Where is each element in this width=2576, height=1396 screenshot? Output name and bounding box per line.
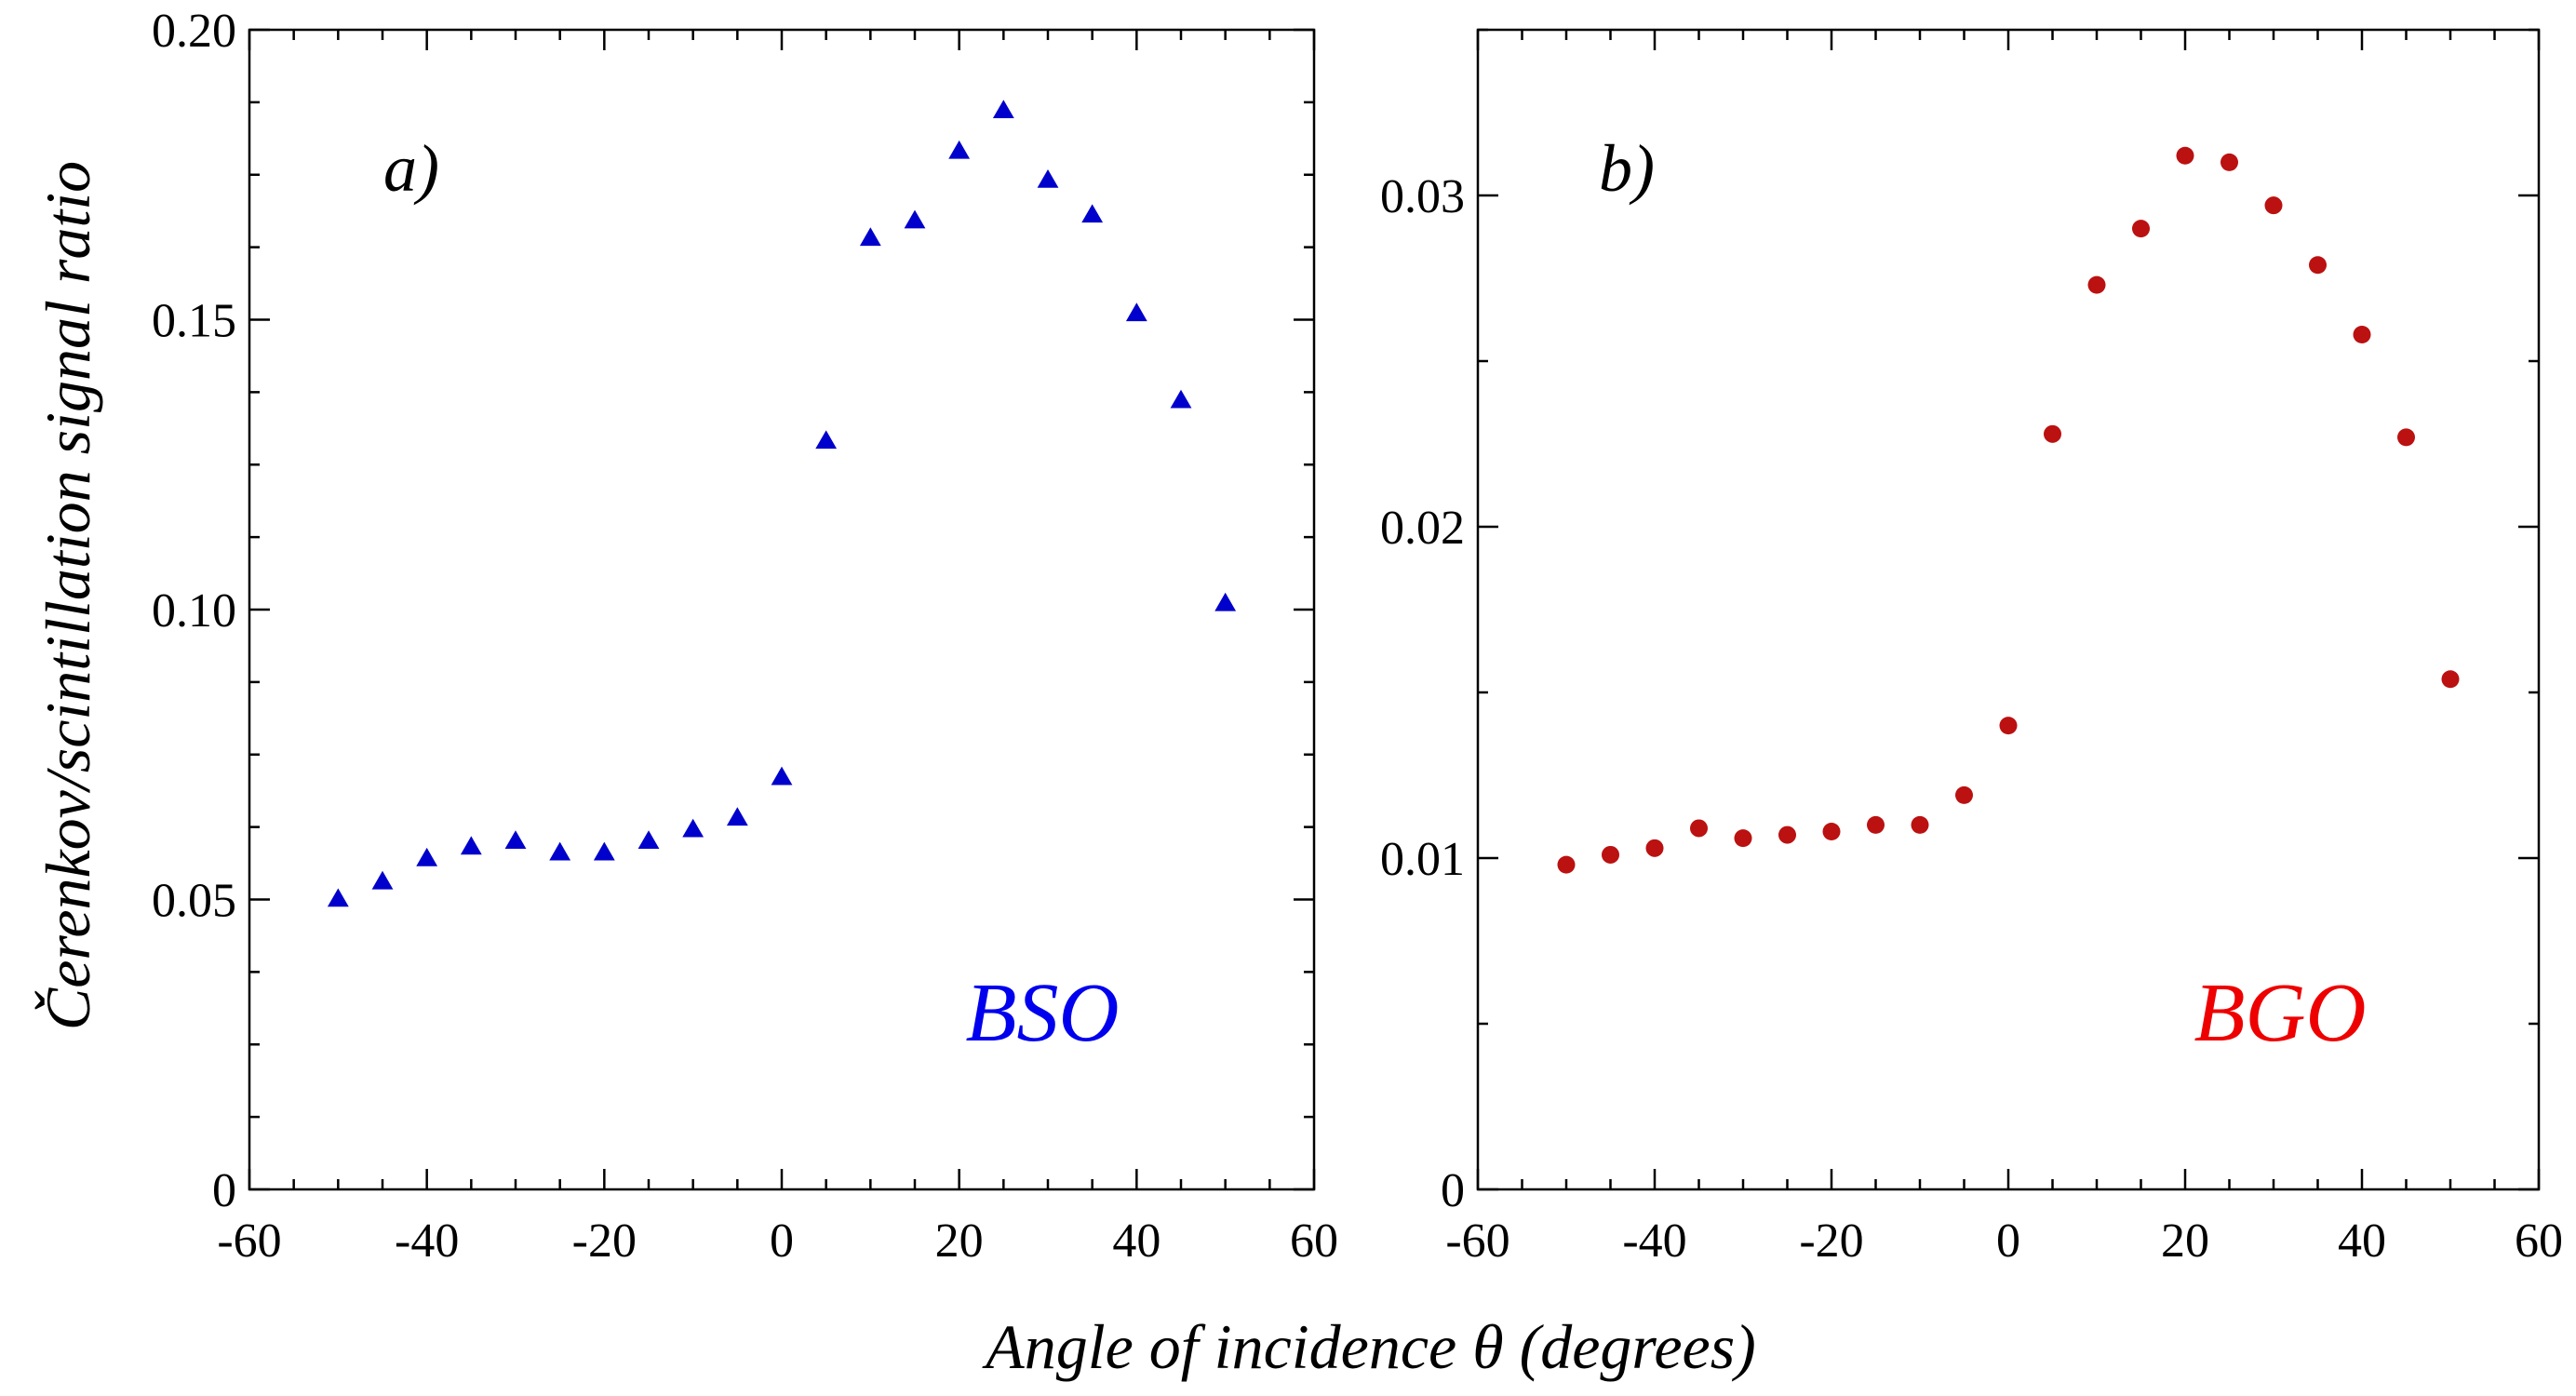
data-point-b	[2220, 153, 2238, 171]
x-tick-label-b: -20	[1799, 1215, 1863, 1268]
panel-label-b: b)	[1599, 131, 1655, 206]
y-tick-label-b: 0.02	[1380, 502, 1465, 555]
data-point-b	[2309, 256, 2327, 275]
y-axis-title: Čerenkov/scintillation signal ratio	[33, 161, 103, 1030]
data-point-b	[1955, 785, 1973, 804]
data-point-a	[1037, 168, 1059, 188]
data-point-a	[948, 140, 971, 159]
data-point-a	[371, 870, 394, 890]
x-tick-label-b: 60	[2515, 1215, 2563, 1268]
data-point-b	[1999, 717, 2018, 735]
y-tick-label-b: 0	[1441, 1164, 1465, 1217]
data-point-a	[327, 888, 349, 907]
data-point-b	[2132, 220, 2150, 238]
x-tick-label-a: 60	[1290, 1215, 1338, 1268]
data-point-b	[1602, 845, 1619, 864]
data-point-b	[2087, 275, 2106, 294]
x-tick-label-a: 20	[935, 1215, 984, 1268]
x-tick-label-b: -40	[1622, 1215, 1686, 1268]
data-point-b	[1778, 826, 1796, 844]
data-point-a	[549, 841, 571, 861]
data-point-a	[504, 830, 527, 849]
x-axis-title: Angle of incidence θ (degrees)	[982, 1311, 1756, 1382]
y-tick-label-b: 0.03	[1380, 170, 1465, 223]
data-point-b	[1822, 823, 1841, 841]
data-point-a	[1125, 302, 1147, 322]
data-point-b	[2353, 326, 2371, 344]
data-point-a	[771, 766, 793, 785]
y-tick-label-a: 0.15	[152, 295, 236, 348]
x-tick-label-b: 0	[1996, 1215, 2020, 1268]
data-point-a	[726, 807, 748, 826]
data-point-a	[1170, 389, 1192, 409]
data-point-b	[1690, 819, 1708, 838]
panel-b-bgo-chart: -60 -40 -20 0 20 40 60 0 0.01 0.02 0.03 b) BGO	[1380, 28, 2563, 1268]
data-point-a	[682, 818, 704, 838]
data-point-a	[1214, 592, 1237, 611]
data-point-a	[593, 841, 615, 861]
panel-label-a: a)	[383, 131, 439, 206]
data-point-b	[1645, 839, 1664, 857]
data-point-a	[637, 830, 660, 849]
data-point-a	[815, 430, 838, 450]
x-tick-label-a: -20	[572, 1215, 637, 1268]
data-point-a	[904, 209, 926, 229]
x-tick-label-a: -40	[395, 1215, 459, 1268]
data-point-a	[992, 100, 1014, 119]
material-label-a: BSO	[966, 967, 1120, 1059]
x-tick-label-b: 40	[2338, 1215, 2386, 1268]
material-label-b: BGO	[2194, 967, 2367, 1059]
data-point-b	[2441, 670, 2460, 689]
x-tick-label-b: 20	[2161, 1215, 2209, 1268]
y-tick-label-a: 0	[212, 1164, 236, 1217]
y-tick-label-a: 0.10	[152, 584, 236, 638]
data-point-b	[2044, 424, 2061, 443]
data-point-b	[1557, 855, 1576, 874]
y-tick-label-b: 0.01	[1380, 833, 1465, 886]
data-point-a	[460, 836, 482, 855]
data-point-b	[1911, 815, 1929, 834]
data-point-b	[1867, 815, 1885, 834]
data-point-b	[2397, 428, 2415, 447]
x-tick-label-a: 0	[770, 1215, 794, 1268]
x-tick-label-b: -60	[1445, 1215, 1509, 1268]
data-point-b	[1734, 829, 1752, 848]
panel-a-bso-chart: -60 -40 -20 0 20 40 60 0 0.05 0.10 0.15 0.20 a) BSO	[152, 5, 1338, 1268]
data-point-a	[416, 847, 438, 866]
y-tick-label-a: 0.20	[152, 5, 236, 58]
data-point-a	[1081, 204, 1104, 223]
data-point-b	[2264, 196, 2283, 215]
y-tick-label-a: 0.05	[152, 875, 236, 928]
data-point-a	[859, 227, 881, 247]
data-point-b	[2176, 146, 2194, 165]
x-tick-label-a: 40	[1112, 1215, 1161, 1268]
x-tick-label-a: -60	[217, 1215, 281, 1268]
